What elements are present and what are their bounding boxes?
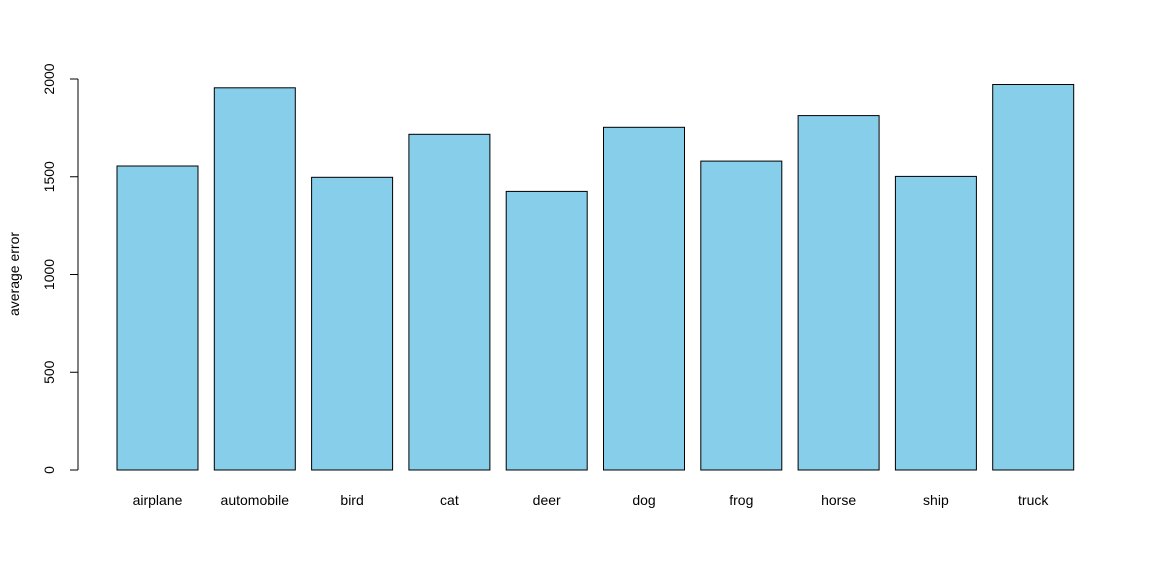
y-tick-label: 2000: [41, 63, 57, 94]
x-category-label: bird: [340, 492, 363, 508]
x-category-label: truck: [1018, 492, 1049, 508]
x-category-label: cat: [440, 492, 459, 508]
bar-ship: [894, 175, 977, 471]
bars-group: [116, 84, 1075, 471]
y-tick-label: 0: [41, 466, 57, 474]
bar-frog: [700, 160, 783, 471]
x-category-label: automobile: [221, 492, 290, 508]
bar-horse: [797, 115, 880, 471]
bar-automobile: [213, 87, 296, 471]
y-tick-label: 500: [41, 360, 57, 384]
x-category-label: ship: [923, 492, 949, 508]
y-axis-title: average error: [6, 232, 22, 316]
x-category-label: dog: [632, 492, 655, 508]
bar-cat: [408, 133, 491, 471]
bar-truck: [992, 84, 1075, 471]
y-tick-label: 1500: [41, 161, 57, 192]
y-axis: 0 500 1000 1500 2000: [41, 63, 79, 474]
bar-airplane: [116, 165, 199, 471]
x-category-label: airplane: [133, 492, 183, 508]
bar-dog: [603, 126, 685, 471]
x-category-label: horse: [821, 492, 856, 508]
x-axis-labels: airplane automobile bird cat deer dog frog hors…: [133, 492, 1050, 508]
x-category-label: deer: [533, 492, 561, 508]
x-category-label: frog: [729, 492, 753, 508]
bar-bird: [311, 176, 394, 471]
y-tick-label: 1000: [41, 259, 57, 290]
bar-deer: [505, 190, 588, 471]
